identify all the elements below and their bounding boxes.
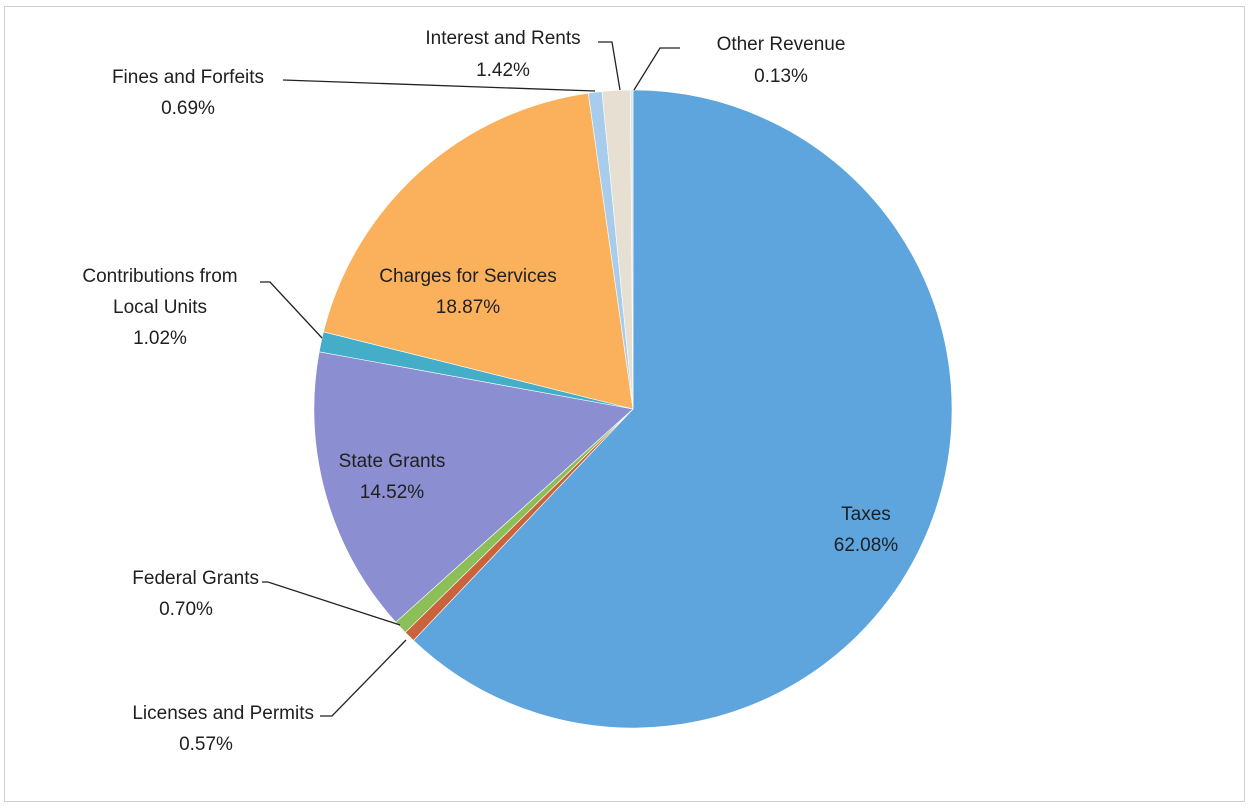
label-state-grants-value: 14.52%	[360, 482, 425, 503]
leader-lines	[260, 41, 680, 717]
leader-line-other-revenue	[633, 47, 680, 91]
label-taxes-name: Taxes	[841, 504, 891, 525]
label-charges-name: Charges for Services	[379, 266, 556, 287]
label-interest-name: Interest and Rents	[425, 28, 580, 49]
slice-labels: Taxes 62.08% Licenses and Permits 0.57% …	[82, 28, 898, 755]
label-other-revenue-name: Other Revenue	[717, 34, 846, 55]
label-licenses-value: 0.57%	[179, 734, 233, 755]
label-licenses-name: Licenses and Permits	[132, 703, 314, 724]
leader-line-interest-and-rents	[598, 41, 621, 91]
label-state-grants-name: State Grants	[339, 451, 446, 472]
pie-slice-other-revenue	[630, 89, 634, 410]
label-charges-value: 18.87%	[436, 297, 501, 318]
pie-slices	[313, 89, 953, 729]
leader-line-contributions	[260, 281, 323, 339]
pie-slice-taxes	[413, 89, 953, 729]
leader-line-federal-grants	[262, 581, 401, 626]
label-contributions-name-line2: Local Units	[113, 297, 207, 318]
label-fines-value: 0.69%	[161, 98, 215, 119]
pie-slice-charges-for-services	[323, 92, 634, 410]
label-contributions-name-line1: Contributions from	[82, 266, 237, 287]
label-federal-grants-name: Federal Grants	[132, 568, 259, 589]
pie-slice-state-grants	[313, 351, 634, 623]
leader-line-licenses-and-permits	[320, 639, 407, 717]
leader-line-fines-and-forfeits	[282, 79, 596, 92]
label-federal-grants-value: 0.70%	[159, 599, 213, 620]
label-fines-name: Fines and Forfeits	[112, 67, 264, 88]
label-interest-value: 1.42%	[476, 60, 530, 81]
label-other-revenue-value: 0.13%	[754, 66, 808, 87]
label-taxes-value: 62.08%	[834, 535, 899, 556]
label-contributions-value: 1.02%	[133, 328, 187, 349]
